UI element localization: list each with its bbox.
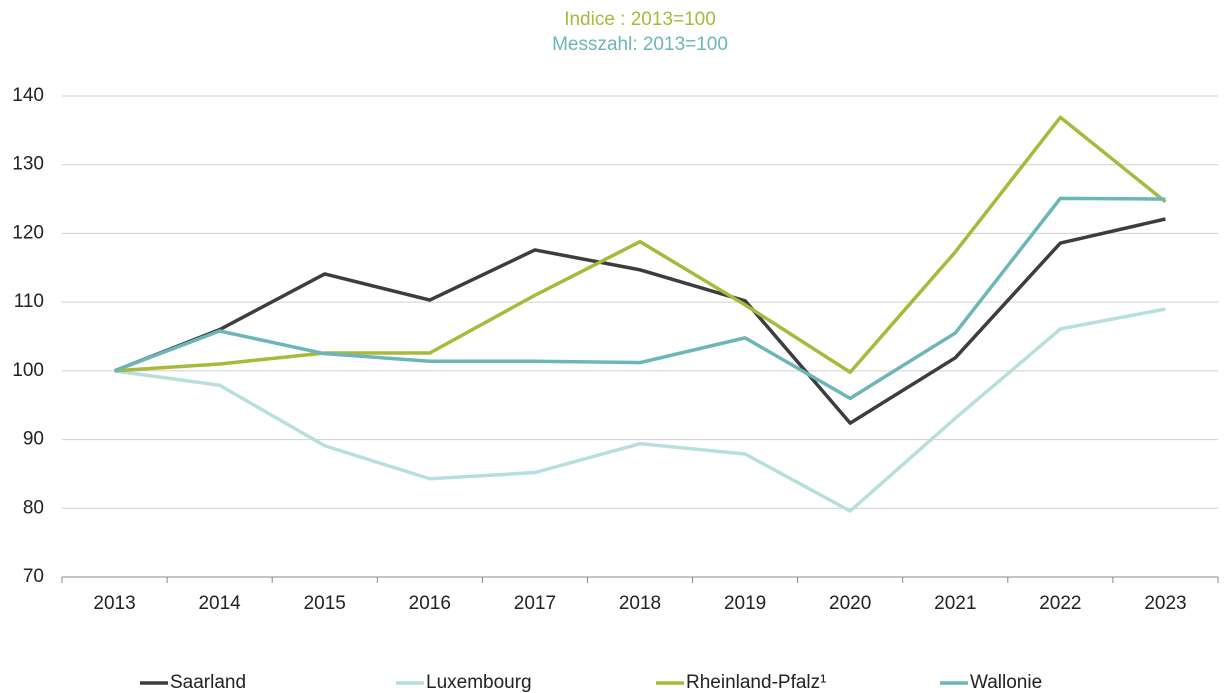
x-tick-label: 2020	[829, 593, 871, 614]
x-tick-label: 2021	[934, 593, 976, 614]
y-tick-label: 90	[23, 429, 44, 450]
x-tick-label: 2013	[93, 593, 135, 614]
x-tick-label: 2023	[1144, 593, 1186, 614]
y-tick-label: 120	[12, 222, 44, 243]
x-tick-label: 2018	[619, 593, 661, 614]
chart-title: Indice : 2013=100	[564, 9, 716, 30]
legend-label: Wallonie	[970, 672, 1042, 693]
chart-subtitle: Messzahl: 2013=100	[552, 34, 728, 55]
x-tick-label: 2017	[514, 593, 556, 614]
x-tick-label: 2016	[409, 593, 451, 614]
y-tick-label: 70	[23, 566, 44, 587]
y-tick-label: 140	[12, 85, 44, 106]
legend-label: Rheinland-Pfalz¹	[686, 672, 826, 693]
x-tick-label: 2015	[304, 593, 346, 614]
x-tick-label: 2022	[1039, 593, 1081, 614]
x-tick-label: 2019	[724, 593, 766, 614]
x-tick-label: 2014	[198, 593, 241, 614]
line-series	[114, 307, 1166, 513]
y-tick-label: 80	[23, 497, 44, 518]
line-series	[114, 115, 1167, 374]
legend-label: Luxembourg	[426, 672, 532, 693]
y-tick-label: 110	[14, 291, 44, 312]
y-tick-label: 130	[12, 154, 44, 175]
line-series	[113, 217, 1166, 425]
line-series	[113, 196, 1166, 401]
legend-label: Saarland	[170, 672, 246, 693]
y-tick-label: 100	[12, 360, 44, 381]
